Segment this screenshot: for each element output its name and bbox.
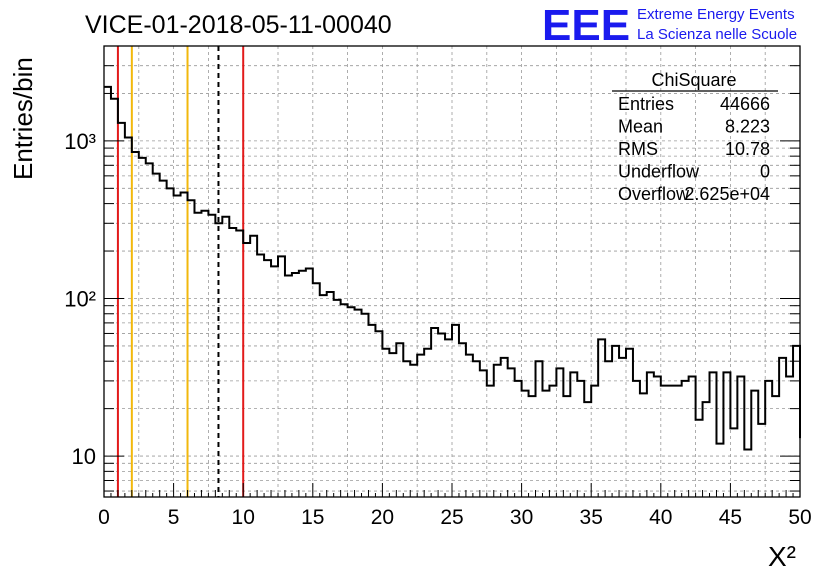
logo-line-1: Extreme Energy Events: [637, 6, 795, 23]
x-axis-label: X²: [768, 541, 796, 572]
grid: [104, 46, 800, 497]
y-axis: 10 10² 10³: [64, 65, 800, 492]
stats-label: RMS: [618, 139, 658, 159]
x-tick-label: 30: [510, 506, 533, 529]
x-tick-label: 25: [440, 506, 463, 529]
x-tick-label: 5: [168, 506, 180, 529]
x-tick-label: 40: [649, 506, 672, 529]
stats-value: 10.78: [725, 139, 770, 159]
logo-line-2: La Scienza nelle Scuole: [637, 26, 797, 43]
y-axis-label: Entries/bin: [8, 57, 38, 180]
x-axis: 0 5 10 15 20 25 30 35 40 45 50: [98, 483, 812, 529]
histogram-series: [104, 85, 801, 451]
stats-value: 2.625e+04: [684, 184, 770, 204]
x-tick-label: 15: [301, 506, 324, 529]
x-tick-label: 50: [788, 506, 811, 529]
stats-box: ChiSquare Entries 44666 Mean 8.223 RMS 10.78 U…: [612, 70, 778, 204]
stats-label: Mean: [618, 117, 663, 137]
threshold-lines: [116, 46, 245, 497]
y-tick-label: 10³: [64, 129, 96, 154]
y-tick-label: 10²: [64, 286, 96, 311]
stats-label: Underflow: [618, 162, 700, 182]
x-tick-label: 20: [371, 506, 394, 529]
stats-box-title: ChiSquare: [651, 70, 736, 90]
eee-logo: EEE Extreme Energy Events La Scienza nel…: [542, 1, 797, 50]
stats-label: Overflow: [618, 184, 690, 204]
x-tick-label: 45: [719, 506, 742, 529]
eee-logo-mark: EEE: [542, 1, 630, 50]
x-tick-label: 35: [580, 506, 603, 529]
y-tick-label: 10: [72, 444, 96, 469]
stats-label: Entries: [618, 94, 674, 114]
stats-rows: Entries 44666 Mean 8.223 RMS 10.78 Underflow 0 O…: [618, 94, 770, 204]
chart-title: VICE-01-2018-05-11-00040: [85, 11, 392, 39]
stats-value: 44666: [720, 94, 770, 114]
x-tick-label: 10: [232, 506, 255, 529]
stats-value: 8.223: [725, 117, 770, 137]
x-tick-label: 0: [98, 506, 110, 529]
stats-value: 0: [760, 162, 770, 182]
